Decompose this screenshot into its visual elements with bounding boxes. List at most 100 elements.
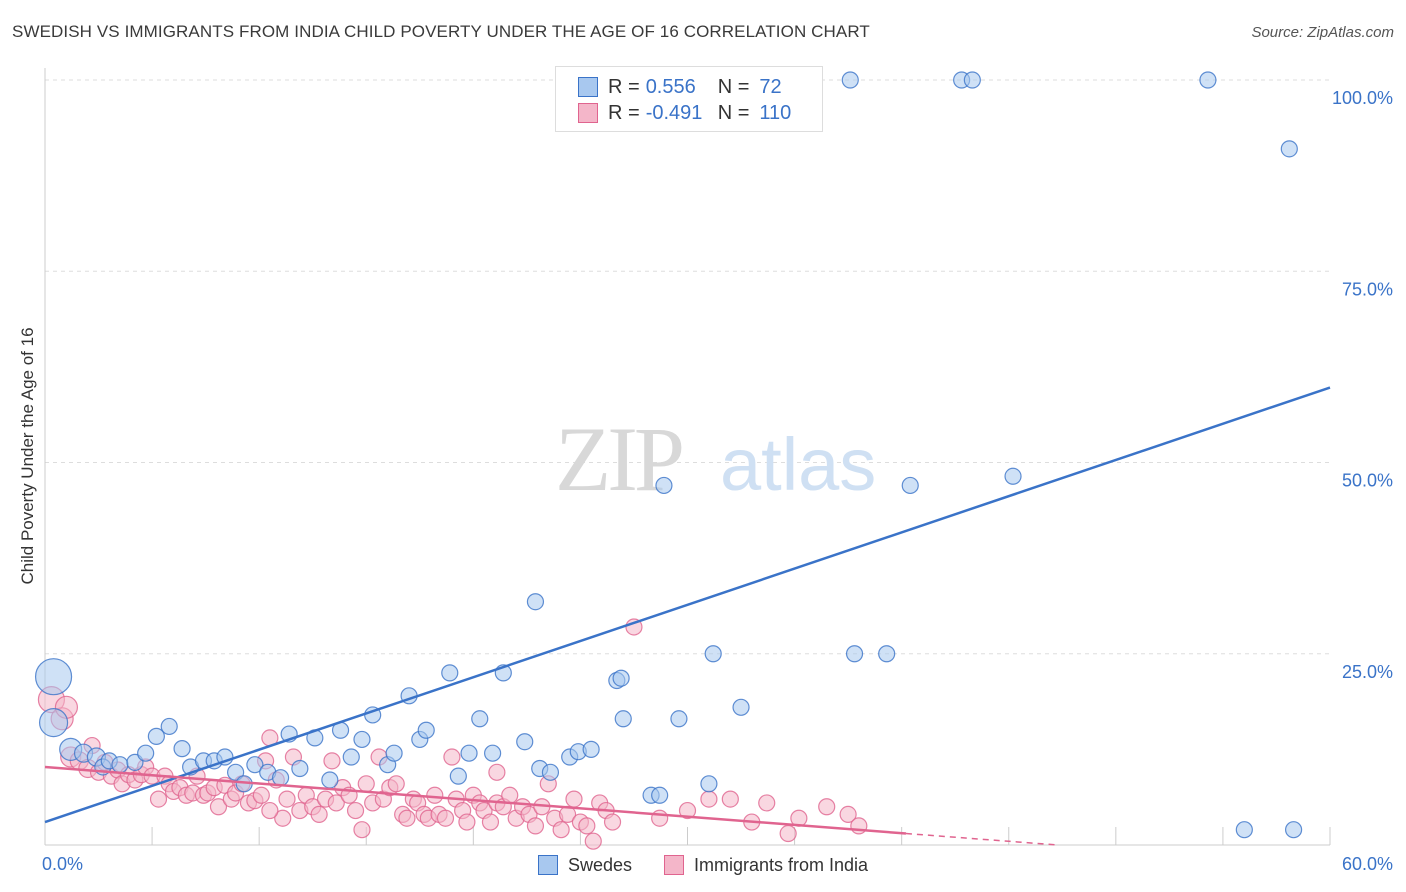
swedes-point xyxy=(700,775,718,793)
india-point xyxy=(149,790,168,808)
swedes-point xyxy=(38,707,69,738)
swedes-point xyxy=(1280,140,1298,158)
india-point xyxy=(758,794,776,812)
n-value: 72 xyxy=(759,75,782,98)
swedes-point xyxy=(878,645,896,663)
swedes-trend-line xyxy=(44,386,1331,824)
chart-title: SWEDISH VS IMMIGRANTS FROM INDIA CHILD P… xyxy=(12,22,870,41)
swedes-point xyxy=(321,771,339,789)
watermark-zip: ZIP xyxy=(555,408,682,510)
india-point xyxy=(278,790,296,808)
india-point xyxy=(578,817,596,835)
r-value: -0.491 xyxy=(645,101,703,124)
india-point xyxy=(398,809,416,827)
swedes-points xyxy=(34,71,1303,839)
india-point xyxy=(552,821,570,839)
swedes-point xyxy=(271,769,290,787)
swedes-point xyxy=(353,730,371,749)
stats-row-india: R = -0.491 N = 110 xyxy=(578,100,791,126)
india-point xyxy=(651,809,669,827)
chart-source: Source: ZipAtlas.com xyxy=(1251,24,1394,41)
y-tick-label: 75.0% xyxy=(1342,279,1393,299)
r-value: 0.556 xyxy=(645,75,696,98)
swedes-point xyxy=(841,71,859,89)
swedes-point xyxy=(526,593,545,611)
swedes-point xyxy=(1235,821,1253,839)
y-tick-label: 25.0% xyxy=(1342,662,1393,682)
swedes-point xyxy=(137,744,155,762)
y-axis-label: Child Poverty Under the Age of 16 xyxy=(18,327,37,585)
india-swatch xyxy=(578,103,598,123)
legend-swatch-india xyxy=(663,855,684,875)
watermark: ZIP atlas xyxy=(555,408,876,510)
swedes-point xyxy=(160,717,178,736)
r-label: R = xyxy=(608,101,640,124)
india-point xyxy=(353,821,371,839)
swedes-point xyxy=(441,664,459,682)
swedes-point xyxy=(460,744,478,762)
swedes-point xyxy=(670,710,688,728)
swedes-point xyxy=(449,767,467,785)
india-trend-extension xyxy=(905,832,1059,846)
swedes-point xyxy=(484,744,502,762)
india-point xyxy=(323,752,341,770)
x-tick-label: 60.0% xyxy=(1342,854,1393,874)
swedes-point xyxy=(614,710,632,728)
gridlines xyxy=(44,68,1331,846)
swedes-point xyxy=(417,721,435,739)
india-point xyxy=(700,790,718,808)
india-point xyxy=(818,798,836,816)
swedes-point xyxy=(901,476,919,495)
swedes-point xyxy=(227,763,245,781)
y-tick-label: 100.0% xyxy=(1332,88,1393,108)
india-point xyxy=(310,805,328,824)
legend-label-swedes: Swedes xyxy=(567,854,632,875)
legend: Swedes Immigrants from India xyxy=(0,852,1406,878)
swedes-point xyxy=(342,748,360,766)
legend-swatch-swedes xyxy=(537,855,558,875)
india-point xyxy=(261,801,279,820)
india-point xyxy=(327,794,345,812)
india-point xyxy=(481,813,500,831)
india-point xyxy=(252,786,270,804)
india-trend-line xyxy=(44,765,907,835)
india-point xyxy=(565,790,583,808)
swedes-point xyxy=(612,669,630,687)
stats-box: R = 0.556 N = 72 R = -0.491 N = 110 xyxy=(555,66,823,132)
swedes-point xyxy=(1199,71,1217,89)
swedes-point xyxy=(1284,821,1303,839)
india-point xyxy=(426,786,444,804)
watermark-atlas: atlas xyxy=(720,423,876,506)
legend-label-india: Immigrants from India xyxy=(693,854,869,875)
swedes-point xyxy=(845,645,864,663)
india-point xyxy=(584,832,602,850)
india-point xyxy=(346,801,365,820)
india-point xyxy=(678,801,697,820)
n-value: 110 xyxy=(759,101,792,124)
x-tick-label: 0.0% xyxy=(42,854,83,874)
swedes-point xyxy=(173,740,191,758)
india-point xyxy=(526,817,545,835)
legend-item-swedes[interactable]: Swedes xyxy=(537,854,632,876)
trend-lines xyxy=(44,386,1331,846)
r-label: R = xyxy=(608,75,640,98)
india-point xyxy=(721,790,739,808)
swedes-point xyxy=(704,645,722,663)
stats-row-swedes: R = 0.556 N = 72 xyxy=(578,74,782,100)
india-point xyxy=(443,748,461,766)
india-point xyxy=(488,763,506,781)
swedes-point xyxy=(1004,467,1022,485)
swedes-point xyxy=(471,710,489,728)
swedes-point xyxy=(516,733,534,751)
n-label: N = xyxy=(717,101,750,124)
swedes-point xyxy=(582,740,600,758)
swedes-point xyxy=(246,756,264,774)
legend-item-india[interactable]: Immigrants from India xyxy=(663,854,869,876)
swedes-swatch xyxy=(578,77,598,97)
india-point xyxy=(779,824,797,843)
swedes-point xyxy=(655,476,673,495)
swedes-point xyxy=(111,756,129,774)
swedes-point xyxy=(541,763,560,781)
n-label: N = xyxy=(717,75,750,98)
